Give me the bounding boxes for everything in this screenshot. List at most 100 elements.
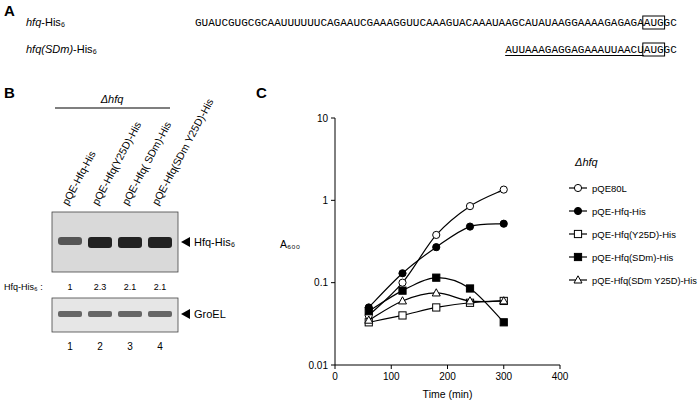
series-line [369, 301, 504, 322]
series [365, 274, 507, 326]
lane-number: 2 [97, 341, 103, 352]
legend-label: pQE-Hfq(SDm)-His [592, 252, 674, 263]
x-tick-label: 200 [439, 371, 456, 382]
y-tick-label: 0.01 [309, 360, 329, 371]
italic-part: hfq(SDm) [26, 43, 73, 55]
x-axis-label: Time (min) [423, 388, 473, 400]
x-tick-label: 0 [332, 371, 338, 382]
x-tick-label: 400 [552, 371, 569, 382]
blot [52, 212, 178, 272]
x-tick [447, 365, 448, 369]
y-tick [331, 365, 335, 366]
band [118, 311, 142, 317]
x-tick-label: 100 [383, 371, 400, 382]
band [148, 311, 172, 317]
y-tick [331, 118, 335, 119]
quant-value: 1 [67, 282, 72, 292]
sequence-row: hfq-His₆GUAUCGUGCGCAAUUUUUUCAGAAUCGAAAGG… [26, 16, 677, 29]
sequence: AUG [644, 44, 664, 56]
x-tick [335, 365, 336, 369]
blot [52, 298, 178, 332]
plain-part: -His₆ [73, 43, 97, 55]
sd-underline [505, 55, 644, 56]
band [118, 237, 142, 248]
legend-label: pQE-Hfq(Y25D)-His [592, 229, 676, 240]
series [365, 220, 507, 311]
legend-label: pQE-Hfq-His [592, 206, 646, 217]
strain-label: Δhfq [100, 93, 125, 105]
series-line [369, 278, 504, 323]
band [58, 237, 82, 245]
data-point [500, 319, 507, 326]
data-point [500, 186, 507, 193]
sequence: GC [664, 17, 678, 29]
y-tick-label: 0.1 [314, 277, 328, 288]
lane-number: 1 [67, 341, 73, 352]
start-codon-box [643, 43, 665, 56]
x-tick [560, 365, 561, 369]
legend-marker [574, 207, 581, 214]
legend-title: Δhfq [574, 156, 599, 168]
blot-frame [52, 212, 178, 272]
data-point [433, 231, 440, 238]
data-point [399, 312, 406, 319]
series [365, 289, 508, 323]
data-point [399, 297, 407, 304]
band-arrow [181, 309, 190, 319]
band-label: Hfq-His₆ [194, 236, 235, 248]
data-point [466, 285, 473, 292]
quant-value: 2.3 [94, 282, 107, 292]
panel-label: B [4, 84, 15, 101]
quant-value: 2.1 [124, 282, 137, 292]
legend: Δhfq pQE80L pQE-Hfq-His pQE-Hfq(Y25D)-His pQ… [569, 156, 697, 286]
band [148, 237, 172, 248]
y-tick-label: 10 [317, 113, 329, 124]
band [88, 237, 112, 248]
y-axis-label: A₆₀₀ [280, 238, 300, 250]
legend-label: pQE-Hfq(SDm Y25D)-His [592, 275, 697, 286]
band-label: GroEL [194, 308, 226, 320]
data-point [466, 223, 473, 230]
italic-part: hfq [26, 16, 42, 28]
quant-label: Hfq-His₆ : [4, 282, 43, 292]
construct-label: hfq(SDm)-His₆ [26, 43, 97, 55]
strain-bar [55, 107, 170, 108]
x-tick-label: 300 [495, 371, 512, 382]
sequence: AUG [644, 17, 664, 29]
panel-label: C [256, 84, 267, 101]
x-tick [391, 365, 392, 369]
data-point [466, 203, 473, 210]
quant-value: 2.1 [154, 282, 167, 292]
series-line [369, 293, 504, 320]
data-point [433, 244, 440, 251]
lane-number: 3 [127, 341, 133, 352]
sequence-row: hfq(SDm)-His₆AUUAAAGAGGAGAAAUUAACUAUGGC [26, 43, 677, 56]
data-point [399, 279, 406, 286]
data-point [466, 297, 474, 304]
data-point [399, 287, 406, 294]
y-tick [331, 200, 335, 201]
lane-label: pQE-Hfq(SDm Y25D)-His [149, 96, 215, 207]
data-point [365, 316, 373, 323]
data-point [365, 308, 372, 315]
y-tick [331, 282, 335, 283]
band-arrow [181, 237, 190, 247]
legend-label: pQE80L [592, 183, 627, 194]
series [365, 186, 507, 319]
series-line [369, 224, 504, 308]
data-point [433, 274, 440, 281]
data-point [500, 220, 507, 227]
panel-label: A [4, 2, 15, 19]
legend-marker [574, 230, 581, 237]
plain-part: -His₆ [41, 16, 65, 28]
construct-label: hfq-His₆ [26, 16, 65, 28]
x-tick [503, 365, 504, 369]
data-point [500, 297, 508, 304]
start-codon-box [643, 16, 665, 29]
data-point [399, 270, 406, 277]
legend-marker [574, 184, 581, 191]
series-line [369, 190, 504, 316]
y-tick-label: 1 [322, 195, 328, 206]
band [58, 311, 82, 317]
legend-marker [574, 276, 582, 283]
